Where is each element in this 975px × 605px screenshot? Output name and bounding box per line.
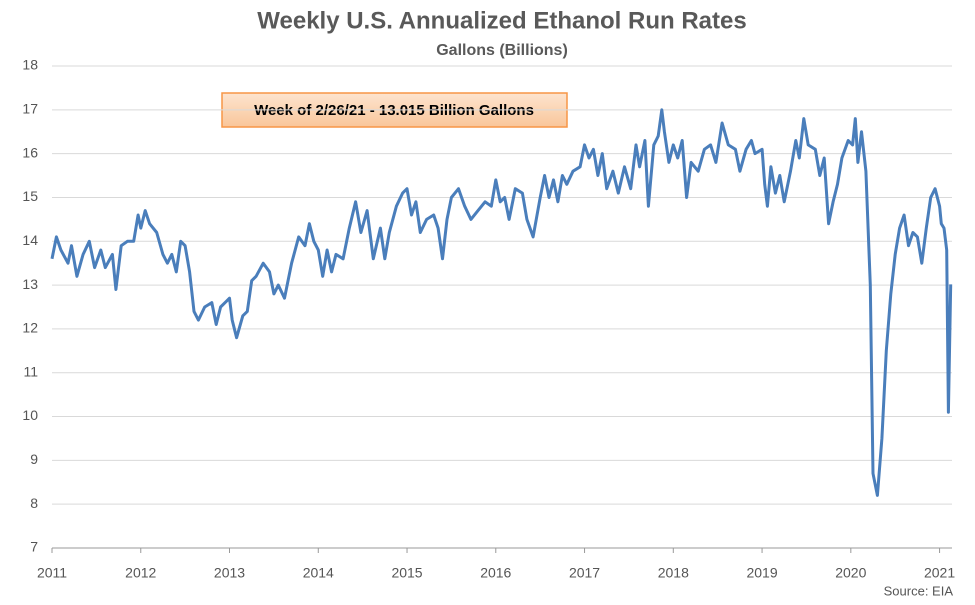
line [50,108,953,497]
x-tick-label: 2012 [125,565,156,581]
y-tick-label: 11 [23,363,38,379]
y-tick-label: 17 [22,101,38,117]
y-tick-label: 13 [22,276,38,292]
chart-subtitle: Gallons (Billions) [436,42,568,59]
x-tick-label: 2020 [835,565,866,581]
chart-title: Weekly U.S. Annualized Ethanol Run Rates [257,7,746,34]
y-tick-label: 9 [30,451,38,467]
x-tick-label: 2011 [37,565,67,581]
x-tick-label: 2017 [569,565,600,581]
x-tick-label: 2014 [303,565,334,581]
x-tick-label: 2016 [480,565,511,581]
annotation: Week of 2/26/21 - 13.015 Billion Gallons [254,102,534,119]
x-tick-label: 2018 [658,565,689,581]
y-tick-label: 10 [22,407,38,423]
x-tick-label: 2019 [746,565,777,581]
y-tick-label: 18 [22,57,38,73]
y-tick-label: 15 [22,188,38,204]
y-tick-label: 8 [30,495,38,511]
y-tick-label: 14 [22,232,38,248]
source: Source: EIA [884,583,954,598]
y-tick-label: 7 [30,539,38,555]
y-tick-label: 16 [22,144,38,160]
x-tick-label: 2015 [391,565,422,581]
y-tick-label: 12 [22,320,38,336]
x-tick-label: 2021 [924,565,955,581]
x-tick-label: 2013 [214,565,245,581]
